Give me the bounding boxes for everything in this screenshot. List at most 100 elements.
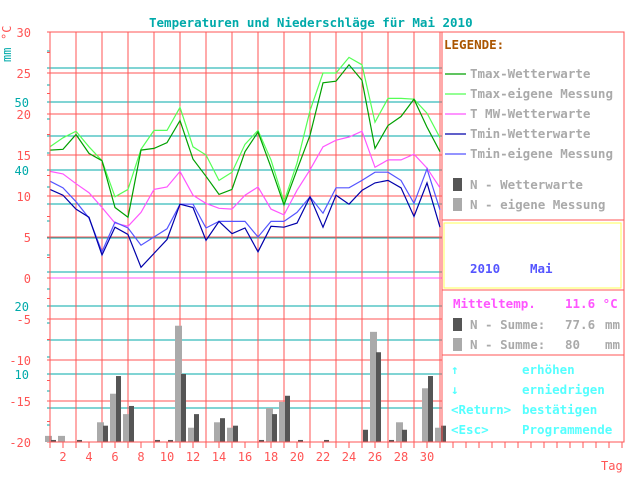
- x-tick-label: 6: [111, 450, 118, 464]
- legend-label: N - Wetterwarte: [470, 177, 583, 192]
- x-tick-label: 14: [212, 450, 226, 464]
- rain-bar-ww: [402, 429, 407, 442]
- rain-bar-ww: [376, 352, 381, 442]
- x-tick-label: 10: [160, 450, 174, 464]
- legend-bar-swatch: [453, 178, 462, 191]
- legend-label: Tmax-Wetterwarte: [470, 66, 591, 81]
- legend-panel: LEGENDE: Tmax-Wetterwarte Tmax-eigene Mes…: [441, 31, 625, 443]
- rain-bar-own: [58, 435, 65, 442]
- rain-bar-ww: [155, 439, 160, 442]
- x-tick-label: 24: [342, 450, 356, 464]
- mean-temp-label: Mitteltemp.: [453, 296, 536, 311]
- legend-label: N - eigene Messung: [470, 197, 605, 212]
- rain-bars: [45, 325, 446, 442]
- control-action: erniedrigen: [522, 382, 605, 397]
- period-year[interactable]: 2010: [470, 261, 500, 276]
- temp-tick-label: 0: [24, 272, 31, 286]
- rain-tick-label: 10: [15, 368, 29, 382]
- rain-bar-ww: [168, 439, 173, 442]
- x-tick-label: 8: [137, 450, 144, 464]
- rain-bar-own: [227, 427, 234, 442]
- rain-sum-ww-label: N - Summe:: [470, 317, 545, 332]
- rain-bar-ww: [259, 439, 264, 442]
- series-line-tmin-wetterwarte: [49, 179, 441, 269]
- x-tick-label: 2: [59, 450, 66, 464]
- rain-bar-own: [422, 388, 429, 442]
- rain-bar-own: [123, 414, 130, 442]
- rain-ww-swatch: [453, 318, 462, 331]
- rain-bar-ww: [116, 376, 121, 442]
- rain-bar-ww: [285, 395, 290, 442]
- x-tick-label: 22: [316, 450, 330, 464]
- x-tick-label: 16: [238, 450, 252, 464]
- control-key[interactable]: ↑: [451, 362, 459, 377]
- control-action: erhöhen: [522, 362, 575, 377]
- rain-bar-ww: [233, 425, 238, 442]
- rain-sum-own-unit: mm: [605, 337, 621, 352]
- rain-bar-own: [279, 401, 286, 442]
- series-line-tmax-eigene-messung: [49, 56, 441, 204]
- control-key[interactable]: <Esc>: [451, 422, 489, 437]
- rain-tick-label: 40: [15, 164, 29, 178]
- legend-bar-swatch: [453, 198, 462, 211]
- rain-bar-ww: [428, 376, 433, 442]
- control-key[interactable]: ↓: [451, 382, 459, 397]
- temp-tick-label: -15: [9, 395, 31, 409]
- control-action: Programmende: [522, 422, 613, 437]
- mean-temp-value: 11.6 °C: [565, 296, 618, 311]
- rain-bar-own: [188, 427, 195, 442]
- rain-tick-label: 20: [15, 300, 29, 314]
- legend-label: Tmin-eigene Messung: [470, 146, 613, 161]
- rain-bar-own: [97, 422, 104, 442]
- control-key[interactable]: <Return>: [451, 402, 511, 417]
- x-tick-label: 18: [264, 450, 278, 464]
- temp-tick-label: 5: [24, 231, 31, 245]
- legend-label: Tmax-eigene Messung: [470, 86, 613, 101]
- temp-tick-label: 20: [17, 108, 31, 122]
- rain-bar-own: [370, 331, 377, 442]
- rain-bar-ww: [77, 439, 82, 442]
- period-month[interactable]: Mai: [530, 261, 553, 276]
- chart-title: Temperaturen und Niederschläge für Mai 2…: [149, 15, 473, 30]
- rain-axis-unit: mm: [0, 48, 14, 62]
- temp-tick-label: 15: [17, 149, 31, 163]
- legend-title: LEGENDE:: [444, 37, 504, 52]
- rain-tick-label: 50: [15, 96, 29, 110]
- rain-own-swatch: [453, 338, 462, 351]
- rain-bar-ww: [220, 418, 225, 442]
- rain-bar-own: [266, 408, 273, 442]
- series-line-tmin-eigene-messung: [49, 167, 441, 254]
- axes: 2 4 6 8 10 12 14 16 18 20 22 24 26 28 30302520151050-5…: [9, 26, 624, 464]
- rain-bar-ww: [363, 429, 368, 442]
- x-tick-label: 4: [85, 450, 92, 464]
- period-box: [443, 222, 622, 289]
- temp-axis-unit: °C: [0, 26, 14, 40]
- temp-tick-label: 25: [17, 67, 31, 81]
- control-action: bestätigen: [522, 402, 597, 417]
- rain-bar-ww: [103, 425, 108, 442]
- rain-bar-own: [396, 422, 403, 442]
- rain-sum-own-label: N - Summe:: [470, 337, 545, 352]
- temp-tick-label: -20: [9, 436, 31, 450]
- rain-bar-ww: [181, 374, 186, 442]
- rain-bar-own: [175, 325, 182, 442]
- rain-bar-own: [45, 435, 52, 442]
- rain-sum-own-value: 80: [565, 337, 580, 352]
- rain-bar-ww: [272, 414, 277, 442]
- rain-bar-ww: [389, 439, 394, 442]
- rain-bar-own: [214, 422, 221, 442]
- rain-bar-own: [110, 393, 117, 442]
- rain-bar-own: [435, 427, 442, 442]
- temp-tick-label: -10: [9, 354, 31, 368]
- x-tick-label: 20: [290, 450, 304, 464]
- rain-bar-ww: [324, 439, 329, 442]
- rain-bar-ww: [298, 439, 303, 442]
- rain-sum-ww-value: 77.6: [565, 317, 595, 332]
- x-tick-label: 26: [368, 450, 382, 464]
- x-axis-label: Tag: [601, 459, 623, 473]
- x-tick-label: 28: [394, 450, 408, 464]
- temp-tick-label: 10: [17, 190, 31, 204]
- x-tick-label: 12: [186, 450, 200, 464]
- temp-tick-label: 30: [17, 26, 31, 40]
